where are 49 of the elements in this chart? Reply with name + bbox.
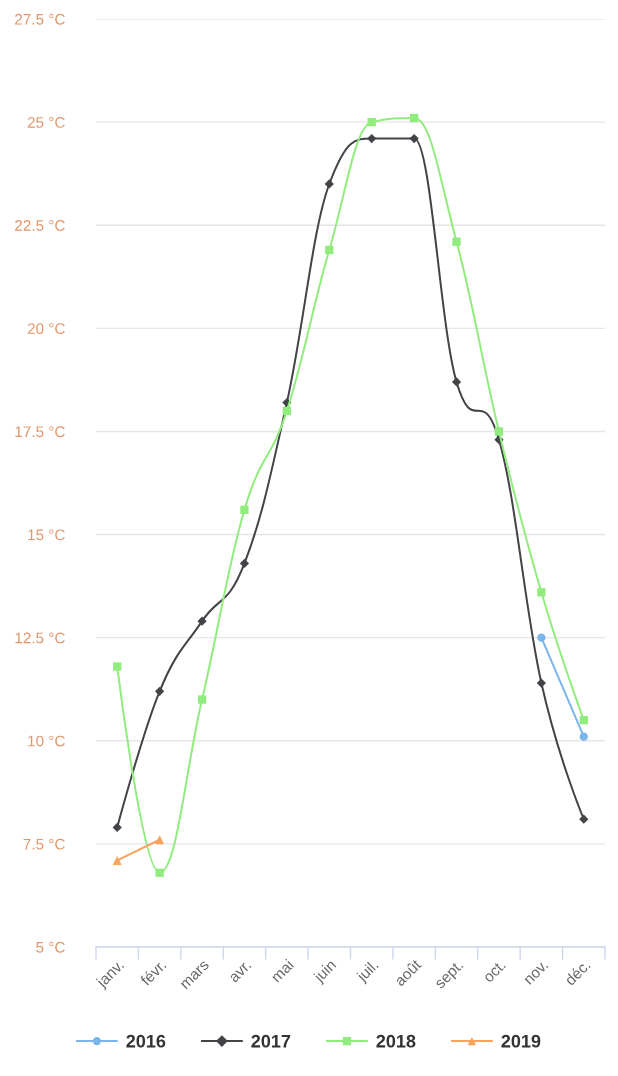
point [155,868,164,877]
point [240,505,249,514]
legend-label: 2017 [251,1034,291,1048]
point [537,588,546,597]
legend-label: 2018 [376,1034,416,1048]
point [112,822,122,832]
point [367,134,377,144]
y-tick-label: 7.5 °C [23,838,65,850]
x-tick-label: févr. [139,958,167,987]
point [282,406,292,415]
point [451,377,462,387]
point [579,732,588,741]
point [112,855,122,865]
point [452,237,461,246]
x-tick-label: déc. [563,958,591,987]
point [536,678,546,688]
x-tick-label: juil. [355,959,381,985]
point [409,134,419,144]
point [579,814,589,824]
point [197,616,207,626]
x-tick-label: juin [312,958,339,986]
point [155,686,165,696]
y-tick-label: 20 °C [27,323,65,335]
point [324,179,334,189]
point [494,427,504,436]
point [197,695,207,704]
y-tick-label: 5 °C [36,941,65,953]
x-tick-label: avr. [229,961,252,983]
point [113,662,122,671]
y-tick-label: 27.5 °C [15,13,65,25]
x-tick-label: oct. [482,959,506,983]
point [579,715,588,725]
legend-label: 2016 [126,1034,166,1048]
y-tick-label: 12.5 °C [15,632,65,644]
point [409,113,419,123]
point [239,558,250,569]
y-tick-label: 10 °C [28,735,65,747]
point [367,117,376,127]
legend-label: 2019 [501,1034,541,1048]
y-tick-label: 17.5 °C [15,426,65,438]
y-tick-label: 25 °C [27,116,65,128]
x-tick-label: mai [270,958,295,983]
x-tick-label: sept. [434,959,466,992]
point [155,835,165,845]
point [537,633,546,642]
y-tick-label: 22.5 °C [15,220,65,231]
y-tick-label: 15 °C [28,529,65,541]
point [325,245,334,255]
x-tick-label: nov. [524,961,549,985]
